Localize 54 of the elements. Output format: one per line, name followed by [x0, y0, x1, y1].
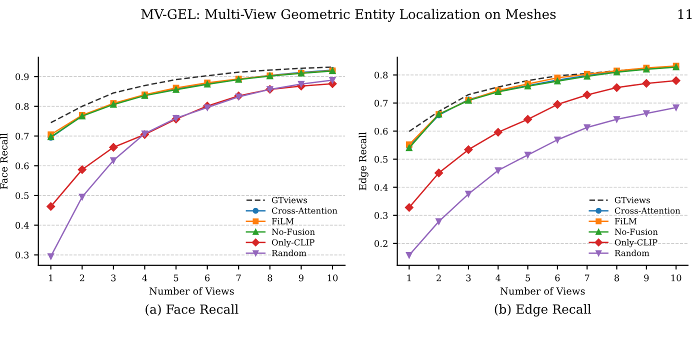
legend-label: GTviews [614, 196, 650, 204]
legend-label: GTviews [272, 196, 308, 204]
x-tick-label: 2 [436, 274, 441, 282]
legend-label: Random [614, 250, 650, 256]
y-tick-label: 0.5 [16, 192, 29, 200]
x-tick-label: 1 [49, 274, 52, 282]
y-tick-label: 0.4 [16, 222, 29, 229]
legend-label: No-Fusion [614, 228, 658, 235]
y-tick-label: 0.4 [374, 184, 388, 191]
x-tick-label: 7 [236, 274, 241, 282]
x-tick-label: 7 [584, 274, 590, 282]
x-tick-label: 5 [174, 274, 178, 282]
x-tick-label: 9 [644, 274, 649, 282]
legend-label: FiLM [272, 218, 294, 224]
legend-label: Only-CLIP [614, 239, 658, 248]
legend-label: Cross-Attention [272, 208, 338, 214]
y-tick-label: 0.9 [16, 73, 29, 80]
y-tick-label: 0.3 [16, 252, 29, 258]
x-tick-label: 8 [268, 274, 272, 282]
x-tick-label: 2 [80, 274, 84, 282]
x-tick-label: 4 [142, 274, 148, 282]
x-tick-label: 8 [614, 274, 620, 282]
legend-label: No-Fusion [272, 228, 315, 235]
x-tick-label: 6 [555, 274, 560, 282]
text: MV-GEL: Multi-View Geometric Entity Localization on Meshes [141, 8, 556, 22]
legend-label: FiLM [614, 218, 637, 224]
text: (a) Face Recall [146, 304, 238, 316]
legend-label: Random [272, 250, 306, 256]
y-tick-label: 0.7 [16, 132, 29, 140]
y-axis-title: Edge Recall [358, 132, 368, 190]
x-tick-label: 6 [205, 274, 210, 282]
x-tick-label: 3 [466, 274, 471, 282]
y-tick-label: 0.5 [374, 156, 388, 163]
x-tick-label: 5 [526, 274, 530, 282]
y-tick-label: 0.6 [16, 162, 29, 170]
legend-label: Only-CLIP [272, 239, 314, 248]
y-tick-label: 0.3 [374, 212, 388, 219]
y-axis-title: Face Recall [0, 133, 8, 190]
x-tick-label: 10 [328, 274, 338, 282]
text: (b) Edge Recall [494, 304, 591, 316]
text: 11 [678, 9, 692, 19]
x-tick-label: 10 [671, 274, 682, 282]
x-axis-title: Number of Views [500, 287, 585, 295]
y-tick-label: 0.6 [374, 128, 388, 135]
x-tick-label: 4 [496, 274, 501, 282]
y-tick-label: 0.2 [374, 240, 388, 247]
y-tick-label: 0.7 [374, 100, 388, 107]
y-tick-label: 0.8 [16, 103, 29, 110]
legend-label: Cross-Attention [614, 208, 680, 214]
x-tick-label: 9 [298, 274, 304, 282]
x-tick-label: 3 [111, 274, 116, 282]
x-tick-label: 1 [407, 274, 411, 282]
x-axis-title: Number of Views [150, 287, 234, 295]
y-tick-label: 0.8 [374, 72, 388, 79]
